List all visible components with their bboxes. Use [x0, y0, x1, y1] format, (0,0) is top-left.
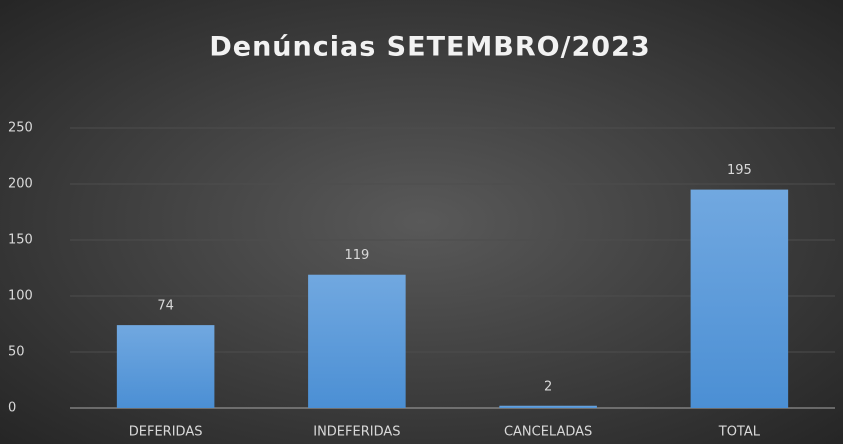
- x-tick-label: CANCELADAS: [504, 425, 592, 440]
- x-tick-label: TOTAL: [718, 425, 761, 440]
- data-label: 119: [344, 248, 369, 263]
- data-label: 195: [727, 163, 752, 178]
- bar: [116, 325, 215, 408]
- bar: [499, 405, 597, 408]
- y-tick-label: 0: [8, 401, 16, 416]
- x-tick-label: INDEFERIDAS: [313, 425, 400, 440]
- data-label: 2: [544, 379, 552, 394]
- y-tick-label: 100: [8, 289, 33, 304]
- bar: [690, 189, 789, 408]
- y-tick-label: 200: [8, 177, 33, 192]
- x-tick-label: DEFERIDAS: [129, 425, 203, 440]
- bar: [308, 274, 406, 408]
- y-tick-label: 250: [8, 121, 33, 136]
- y-tick-label: 150: [8, 233, 33, 248]
- y-tick-label: 50: [8, 345, 25, 360]
- chart-title: Denúncias SETEMBRO/2023: [209, 32, 650, 63]
- data-label: 74: [157, 299, 174, 314]
